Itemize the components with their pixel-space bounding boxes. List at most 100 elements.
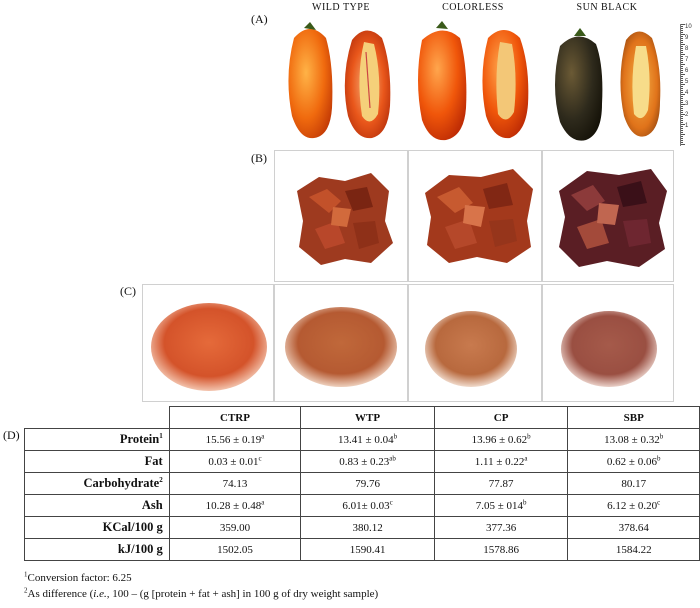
ctrp-powder-photo: [142, 284, 274, 402]
ruler-tick: [681, 56, 683, 57]
ruler-tick: [681, 130, 683, 131]
ruler-tick: [681, 88, 683, 89]
table-cell: 80.17: [567, 472, 700, 495]
column-header: CTRP: [168, 406, 302, 429]
table-cell: 13.08 ± 0.32b: [567, 428, 700, 451]
panel-label-a: (A): [251, 12, 268, 26]
ruler-tick: [681, 80, 683, 81]
ruler-tick: [681, 106, 683, 107]
panel-label-c: (C): [120, 284, 136, 298]
ruler-tick: [681, 118, 683, 119]
ruler-tick: [681, 28, 683, 29]
ruler-tick: [681, 94, 685, 95]
table-cell: 377.36: [433, 516, 569, 539]
ruler-tick: [681, 50, 683, 51]
cp-powder-photo: [408, 284, 542, 402]
ruler-tick: [681, 26, 683, 27]
ruler-tick: [681, 62, 683, 63]
table-row: KCal/100 g 359.00 380.12 377.36 378.64: [24, 516, 700, 539]
ruler-tick: [681, 30, 683, 31]
composition-table: CTRP WTP CP SBP Protein1 15.56 ± 0.19a 1…: [24, 406, 700, 561]
ruler-tick: [681, 34, 685, 35]
ruler-tick: [681, 46, 683, 47]
column-header: WTP: [300, 406, 435, 429]
ruler-tick: [681, 72, 683, 73]
ruler-tick: [681, 36, 683, 37]
table-row: kJ/100 g 1502.05 1590.41 1578.86 1584.22: [24, 538, 700, 561]
ruler-tick: [681, 90, 683, 91]
variety-heading-wild-type: WILD TYPE: [312, 2, 370, 13]
ruler-tick: [681, 54, 685, 55]
sun-black-dried-photo: [542, 150, 674, 282]
ruler-tick: [681, 84, 685, 85]
ruler-tick: [681, 108, 683, 109]
table-cell: 378.64: [567, 516, 700, 539]
ruler-tick: [681, 58, 683, 59]
ruler-tick: [681, 96, 683, 97]
ruler-tick: [681, 44, 685, 45]
ruler-tick: [681, 32, 683, 33]
row-label: Fat: [24, 450, 170, 473]
table-cell: 0.62 ± 0.06b: [567, 450, 700, 473]
ruler-tick: [681, 124, 685, 125]
table-cell: 74.13: [168, 472, 302, 495]
ruler-tick: [681, 102, 683, 103]
ruler-tick: [681, 142, 683, 143]
panel-label-b: (B): [251, 151, 267, 165]
ruler-tick: [681, 64, 685, 65]
row-label: kJ/100 g: [24, 538, 170, 561]
ruler-tick: [681, 100, 683, 101]
ruler-tick: [681, 128, 683, 129]
ruler-tick: [681, 114, 685, 115]
table-cell: 1590.41: [300, 538, 435, 561]
colorless-fruit-photo: [408, 16, 542, 148]
table-cell: 1.11 ± 0.22a: [433, 450, 569, 473]
table-cell: 13.41 ± 0.04b: [300, 428, 435, 451]
ruler-tick: [681, 24, 685, 25]
table-header-row: CTRP WTP CP SBP: [24, 406, 700, 429]
table-cell: 13.96 ± 0.62b: [433, 428, 569, 451]
row-label: Carbohydrate2: [24, 472, 170, 495]
table-cell: 359.00: [168, 516, 302, 539]
wild-type-dried-photo: [274, 150, 408, 282]
table-cell: 6.12 ± 0.20c: [567, 494, 700, 517]
wild-type-fruit-photo: [274, 16, 408, 148]
table-cell: 0.03 ± 0.01c: [168, 450, 302, 473]
colorless-dried-photo: [408, 150, 542, 282]
panel-label-d: (D): [3, 428, 20, 442]
ruler-tick: [681, 120, 683, 121]
column-header: SBP: [567, 406, 700, 429]
table-cell: 15.56 ± 0.19a: [168, 428, 302, 451]
ruler-tick: [681, 112, 683, 113]
ruler-tick: [681, 136, 683, 137]
ruler-tick: [681, 104, 685, 105]
table-row: Ash 10.28 ± 0.48a 6.01± 0.03c 7.05 ± 014…: [24, 494, 700, 517]
table-cell: 77.87: [433, 472, 569, 495]
table-cell: 1584.22: [567, 538, 700, 561]
row-label: KCal/100 g: [24, 516, 170, 539]
table-cell: 7.05 ± 014b: [433, 494, 569, 517]
ruler-tick: [681, 140, 683, 141]
ruler-tick: [681, 82, 683, 83]
table-cell: 79.76: [300, 472, 435, 495]
ruler-tick: [681, 110, 683, 111]
ruler-tick: [681, 48, 683, 49]
ruler-tick: [681, 38, 683, 39]
sbp-powder-photo: [542, 284, 674, 402]
ruler-tick: [681, 122, 683, 123]
row-label: Ash: [24, 494, 170, 517]
table-cell: 6.01± 0.03c: [300, 494, 435, 517]
ruler-tick: [681, 52, 683, 53]
ruler-tick: [681, 126, 683, 127]
ruler-tick: [681, 116, 683, 117]
ruler-tick: [681, 138, 683, 139]
wtp-powder-photo: [274, 284, 408, 402]
ruler-tick: [681, 76, 683, 77]
ruler-tick: [681, 134, 685, 135]
variety-heading-sun-black: SUN BLACK: [576, 2, 638, 13]
row-label: Protein1: [24, 428, 170, 451]
table-row: Fat 0.03 ± 0.01c 0.83 ± 0.23ab 1.11 ± 0.…: [24, 450, 700, 473]
column-header: CP: [433, 406, 569, 429]
ruler-tick: [681, 144, 685, 145]
footnote-carbohydrate: 2As difference (i.e., 100 – (g [protein …: [24, 586, 379, 600]
